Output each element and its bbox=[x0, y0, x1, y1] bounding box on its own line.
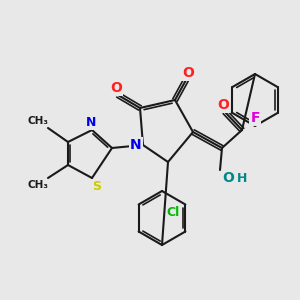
Text: N: N bbox=[130, 138, 142, 152]
Text: S: S bbox=[92, 179, 101, 193]
Text: CH₃: CH₃ bbox=[28, 116, 49, 126]
Text: O: O bbox=[217, 98, 229, 112]
Text: O: O bbox=[222, 171, 234, 185]
Text: CH₃: CH₃ bbox=[28, 180, 49, 190]
Text: Cl: Cl bbox=[167, 206, 180, 219]
Text: O: O bbox=[110, 81, 122, 95]
Text: N: N bbox=[86, 116, 96, 128]
Text: F: F bbox=[250, 111, 260, 125]
Text: O: O bbox=[182, 66, 194, 80]
Text: H: H bbox=[237, 172, 247, 184]
